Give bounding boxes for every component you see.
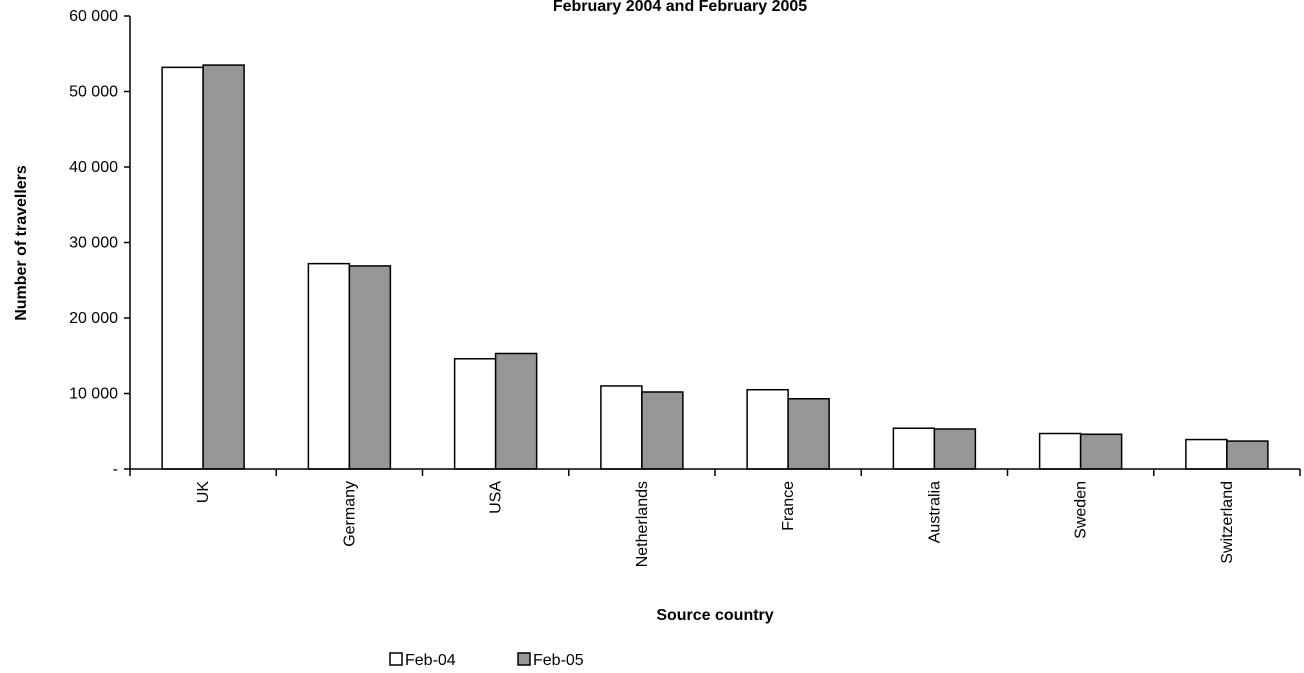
bar-feb-05-usa (494, 352, 538, 470)
bar-feb-04-australia (892, 427, 936, 470)
bar-feb-04-france (746, 388, 789, 470)
legend: Feb-04 Feb-05 (389, 652, 584, 669)
y-tick-label: 10 000 (69, 386, 118, 403)
bar-feb-04-switzerland (1185, 438, 1228, 470)
chart-title: February 2004 and February 2005 (553, 0, 807, 15)
bar-feb-05-netherlands (641, 391, 684, 470)
bar-feb-05-switzerland (1226, 440, 1269, 470)
x-tick-label: France (780, 481, 797, 531)
bar-feb-05-uk (202, 64, 245, 470)
y-tick-label: 20 000 (69, 310, 118, 327)
bar-feb-04-uk (161, 66, 204, 470)
x-tick-label: Switzerland (1219, 481, 1236, 564)
legend-swatch-feb-04 (389, 652, 403, 666)
x-tick-label: Netherlands (634, 481, 651, 567)
bar-feb-05-australia (933, 428, 977, 470)
y-tick-label: - (113, 461, 118, 478)
y-tick-label: 30 000 (69, 235, 118, 252)
x-tick-label: USA (488, 481, 505, 514)
legend-swatch-feb-05 (517, 652, 531, 666)
x-tick-label: UK (195, 481, 212, 504)
y-ticks-group: - 10 000 20 000 30 000 40 000 50 000 60 000 (69, 8, 130, 478)
x-tick-label: Sweden (1073, 481, 1090, 539)
bar-feb-04-netherlands (600, 385, 643, 470)
legend-label-feb-05: Feb-05 (533, 652, 584, 669)
bars-group (161, 64, 1269, 470)
bar-feb-04-usa (453, 358, 497, 470)
bar-feb-04-germany (307, 262, 351, 470)
bar-feb-05-germany (348, 265, 392, 470)
legend-label-feb-04: Feb-04 (405, 652, 456, 669)
bar-feb-05-sweden (1079, 433, 1123, 470)
axes-group (129, 16, 1300, 470)
x-axis-title: Source country (656, 607, 773, 624)
bar-feb-05-france (787, 398, 830, 470)
x-ticks-group: UK Germany USA Netherlands France Australia Sw… (129, 469, 1301, 567)
y-axis-title: Number of travellers (13, 165, 30, 321)
x-tick-label: Australia (926, 481, 943, 543)
y-tick-label: 40 000 (69, 159, 118, 176)
y-tick-label: 50 000 (69, 84, 118, 101)
bar-feb-04-sweden (1038, 432, 1082, 470)
y-tick-label: 60 000 (69, 8, 118, 25)
x-tick-label: Germany (341, 481, 358, 547)
